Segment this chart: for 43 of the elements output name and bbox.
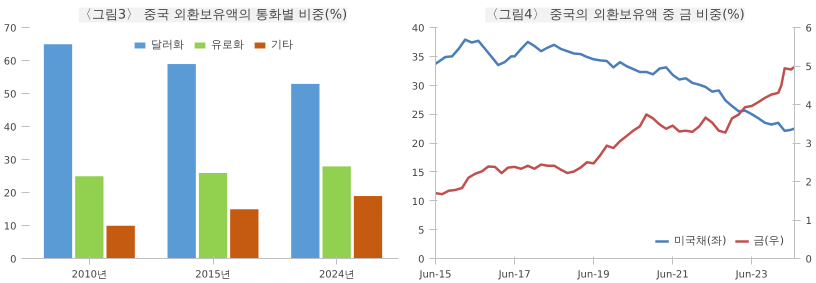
legend-label: 달러화 <box>151 37 184 52</box>
y-tick-label: 0 <box>10 254 17 266</box>
bar <box>290 83 320 258</box>
legend-label: 기타 <box>271 37 293 52</box>
legend-label: 금(우) <box>753 233 784 248</box>
y-tick-label: 30 <box>412 81 425 92</box>
legend-label: 미국채(좌) <box>674 233 726 248</box>
y-tick-label: 10 <box>412 196 425 208</box>
y-tick-label: 20 <box>4 188 17 200</box>
y2-tick-label: 2 <box>806 178 812 188</box>
bar <box>106 225 136 258</box>
line-series <box>436 38 794 132</box>
y-tick-label: 40 <box>4 122 17 134</box>
y-tick-label: 15 <box>412 168 425 179</box>
legend-label: 유로화 <box>211 37 244 52</box>
y-tick-label: 30 <box>4 156 17 166</box>
y-tick-label: 35 <box>412 52 425 64</box>
chart-title: 〈그림3〉 중국 외환보유액의 통화별 비중(%) <box>78 8 348 22</box>
y-tick-label: 10 <box>4 222 17 232</box>
y-tick-label: 40 <box>412 24 425 34</box>
y-tick-label: 50 <box>4 90 17 100</box>
y-tick-label: 60 <box>4 56 17 68</box>
y-tick-label: 25 <box>412 110 425 122</box>
x-tick-label: Jun-15 <box>418 270 452 280</box>
line-series <box>436 65 794 196</box>
y-tick-label: 20 <box>412 139 425 150</box>
y2-tick-label: 1 <box>806 216 812 227</box>
x-tick-label: Jun-17 <box>498 270 531 280</box>
x-tick-label: 2010년 <box>72 270 108 280</box>
x-tick-label: Jun-23 <box>734 270 768 280</box>
y2-tick-label: 5 <box>806 62 812 73</box>
x-tick-label: 2024년 <box>318 270 354 280</box>
x-tick-label: Jun-21 <box>656 270 689 280</box>
y2-tick-label: 4 <box>806 100 812 112</box>
x-tick-label: Jun-19 <box>576 270 610 280</box>
chart-title: 〈그림4〉 중국의 외환보유액 중 금 비중(%) <box>485 8 745 22</box>
y2-tick-label: 0 <box>806 254 812 266</box>
y-tick-label: 5 <box>418 226 425 237</box>
y2-tick-label: 6 <box>806 24 812 34</box>
y2-tick-label: 3 <box>806 139 812 150</box>
y-tick-label: 70 <box>4 24 17 34</box>
y-tick-label: 0 <box>418 254 425 266</box>
x-tick-label: 2015년 <box>195 270 231 280</box>
